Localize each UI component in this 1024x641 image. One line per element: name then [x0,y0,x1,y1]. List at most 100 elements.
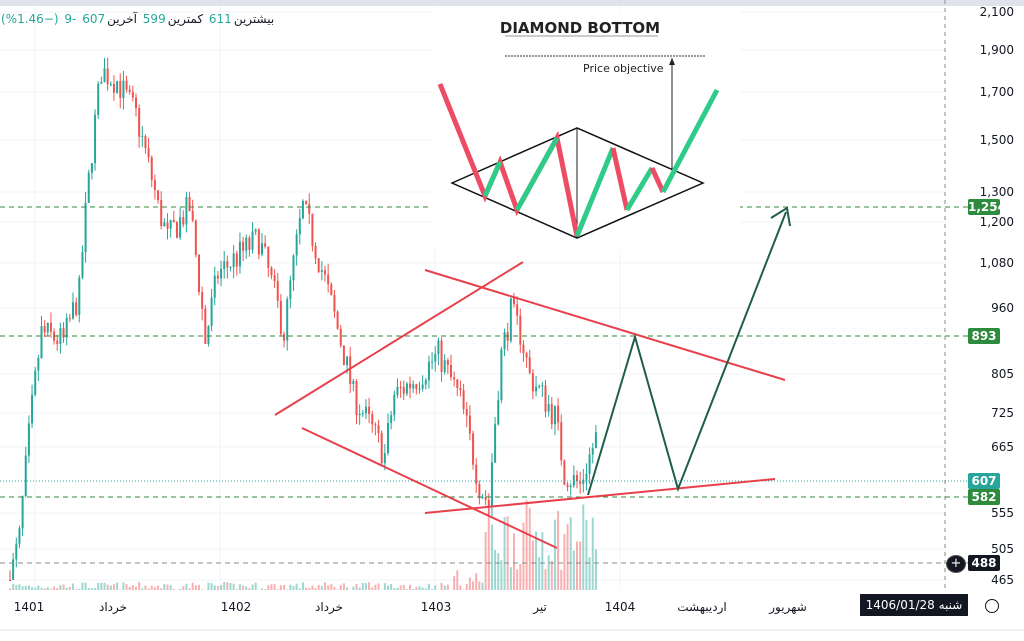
volume-bar [261,588,263,590]
price-tick: 1,200 [979,215,1014,229]
volume-bar [500,560,503,590]
volume-bar [292,585,295,590]
volume-bar [56,588,59,590]
candle-body [346,356,349,366]
candle-body [283,334,286,341]
time-tick: خرداد [98,600,128,614]
candle-body [563,460,566,485]
volume-bar [481,582,484,590]
settings-icon[interactable] [985,599,999,613]
candle-body [21,496,24,529]
candle-body [434,354,437,362]
price-tick: 1,500 [979,133,1014,147]
candle-body [450,365,452,378]
volume-bar [431,589,434,590]
candle-body [223,261,226,269]
candle-body [503,332,506,350]
arrow-head-icon [770,206,791,227]
candle-body [163,222,166,226]
candle-body [396,386,399,395]
high-label: بیشترین [233,12,275,26]
volume-bar [87,588,90,590]
volume-bar [409,584,412,590]
candle-body [327,274,330,285]
volume-bar [427,583,430,590]
time-tick: اردیبهشت [677,600,727,614]
change-percent: (−1.46%) [1,12,59,26]
volume-bar [232,583,235,590]
candle-body [68,317,71,319]
volume-bar [201,589,204,590]
candle-body [305,201,308,204]
volume-bar [131,585,134,590]
volume-bar [440,582,443,590]
candle-body [150,157,153,180]
candle-body [242,241,245,251]
candle-body [220,268,223,279]
volume-bar [550,560,553,590]
volume-bar [368,582,371,590]
candle-body [106,68,109,85]
candle-body [119,81,122,98]
trend-line [274,261,524,416]
price-tick: 1,080 [979,256,1014,270]
candle-body [43,325,46,333]
candle-body [324,270,326,275]
candle-body [245,237,248,251]
candle-body [544,385,547,412]
candle-body [34,370,37,395]
candle-body [175,222,178,238]
candle-body [273,275,276,282]
volume-bar [298,588,301,590]
candle-body [572,475,575,486]
volume-bar [352,586,355,590]
candle-body [541,385,544,387]
candle-body [440,340,443,373]
volume-bar [541,532,544,590]
volume-bar [358,587,361,590]
candle-body [506,332,509,341]
volume-bar [424,588,427,590]
volume-bar [320,585,323,590]
candle-body [490,462,493,506]
candle-body [352,381,355,384]
candle-body [279,300,282,335]
volume-bar [147,588,150,590]
candle-body [582,479,585,484]
volume-bar [355,583,358,590]
volume-bar [453,576,456,590]
candle-body [12,559,15,580]
volume-bar [374,584,377,590]
volume-bar [525,500,528,590]
candle-body [40,325,43,359]
candle-body [594,432,597,449]
candle-body [37,358,40,371]
candle-body [75,302,78,315]
candle-body [418,388,421,390]
volume-bar [324,582,326,590]
volume-bar [305,587,308,590]
candle-body [188,196,191,211]
price-badge: 607 [968,473,1000,489]
volume-bar [106,584,109,590]
crosshair-date-label: شنبه 1406/01/28 [860,594,968,616]
volume-bar [383,583,386,590]
volume-bar [468,577,471,590]
candle-body [18,528,21,544]
candle-body [87,172,90,203]
volume-bar [242,585,245,590]
volume-bar [68,586,71,590]
price-tick: 2,100 [979,5,1014,19]
volume-bar [377,583,380,590]
volume-bar [109,585,112,590]
volume-bar [283,584,286,590]
add-alert-button[interactable]: + [946,555,966,573]
volume-bar [53,586,56,590]
volume-bar [330,584,333,590]
time-tick: 1403 [420,600,452,614]
price-tick: 1,300 [979,185,1014,199]
close-value: 607 [82,12,106,26]
volume-bar [160,588,163,590]
volume-bar [15,584,18,590]
